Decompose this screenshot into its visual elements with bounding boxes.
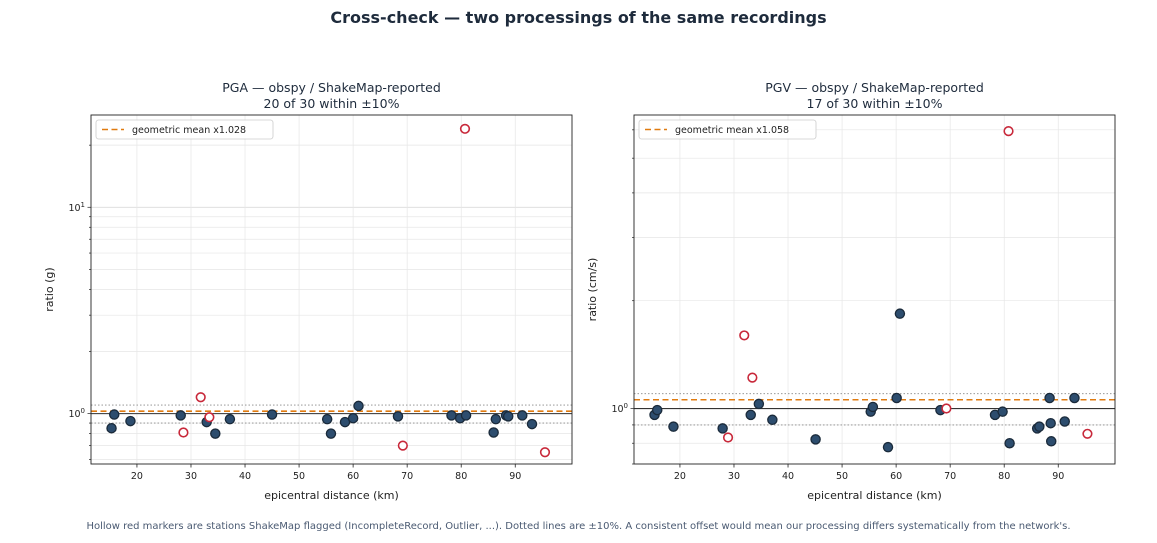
pga-y-axis-label: ratio (g) [43,267,56,311]
pgv-x-tick-label: 50 [836,471,848,482]
pga-data-point [266,409,278,420]
pga-flagged-point [178,427,189,438]
pga-data-point [526,418,538,430]
pga-flagged-point [204,412,215,423]
figure-title: Cross-check — two processings of the sam… [330,8,827,27]
pga-data-point [392,411,404,422]
pgv-x-tick-label: 20 [674,471,686,482]
pga-x-tick-label: 70 [401,471,413,482]
pgv-flagged-point [722,432,734,443]
pgv-data-point [1059,416,1070,427]
pgv-legend-label: geometric mean x1.058 [675,125,789,136]
pga-data-point [517,410,528,421]
pga-data-point [325,428,337,439]
pga-x-tick-label: 20 [131,471,143,482]
pgv-data-point [753,398,765,410]
pgv-flagged-point [941,403,952,414]
pga-plot: 20 30 40 50 60 70 80 90 100 101 epicentral distanc… [43,114,573,502]
pgv-y-tick-label: 100 [611,402,628,415]
pga-points [106,123,551,458]
pga-data-point [460,410,472,421]
pga-subtitle: 20 of 30 within ±10% [263,96,400,111]
pga-flagged-point [459,123,471,134]
pgv-plot: 20 30 40 50 60 70 80 90 100 epicentral distance (… [586,114,1116,502]
pgv-x-tick-label: 60 [890,471,902,482]
pga-data-point [224,413,236,425]
pga-grid [91,115,572,464]
pga-x-tick-label: 30 [185,471,197,482]
pga-flagged-point [195,392,206,403]
pgv-data-point [882,441,894,453]
pgv-axes-frame [633,114,1116,465]
pga-flagged-point [539,447,551,458]
pga-x-tick-label: 90 [509,471,521,482]
pga-data-point [175,410,186,421]
pga-data-point [490,413,502,425]
pgv-data-point [1044,392,1055,404]
pgv-title: PGV — obspy / ShakeMap-reported [765,80,984,95]
pgv-data-point [1069,392,1080,404]
pga-data-point [347,412,359,424]
pgv-data-point [1045,436,1057,447]
pga-x-tick-label: 40 [239,471,251,482]
pgv-data-point [867,401,879,413]
pgv-points [649,126,1093,453]
pgv-legend-box [638,119,817,140]
pgv-legend: geometric mean x1.058 [638,119,817,140]
pga-x-tick-label: 60 [347,471,359,482]
pgv-x-tick-label: 90 [1052,471,1064,482]
pgv-y-axis-label: ratio (cm/s) [586,258,599,322]
pga-legend-box [95,119,274,140]
pgv-data-point [767,414,778,426]
pgv-flagged-point [739,330,750,341]
pgv-data-point [651,404,663,416]
pga-x-axis-label: epicentral distance (km) [264,489,399,502]
pgv-data-point [1034,421,1045,432]
pgv-subtitle: 17 of 30 within ±10% [806,96,943,111]
pga-legend-label: geometric mean x1.028 [132,125,246,136]
pgv-data-point [1045,417,1056,429]
pga-flagged-point [397,440,408,451]
pga-x-tick-label: 50 [293,471,305,482]
pga-data-point [488,427,499,438]
pgv-data-point [717,423,728,434]
pga-x-tick-label: 80 [455,471,467,482]
pga-legend: geometric mean x1.028 [95,119,274,140]
figure-caption: Hollow red markers are stations ShakeMap… [86,521,1071,532]
pga-panel-title: PGA — obspy / ShakeMap-reported 20 of 30… [91,80,572,112]
pgv-data-point [810,434,821,445]
pgv-x-tick-label: 70 [944,471,956,482]
pgv-panel-title: PGV — obspy / ShakeMap-reported 17 of 30… [634,80,1115,112]
pga-title: PGA — obspy / ShakeMap-reported [222,80,441,95]
pga-data-point [125,415,136,427]
pgv-data-point [997,406,1008,417]
pgv-data-point [891,392,902,404]
pgv-x-tick-label: 30 [728,471,740,482]
pgv-flagged-point [1082,428,1093,439]
pgv-flagged-point [747,372,758,383]
pga-data-point [502,411,514,422]
pga-data-point [210,428,221,439]
pgv-x-axis-label: epicentral distance (km) [807,489,942,502]
pgv-data-point [745,409,756,421]
pgv-x-tick-label: 80 [998,471,1010,482]
pga-y-tick-label: 100 [68,407,85,420]
pga-y-tick-label: 101 [68,201,85,214]
pgv-data-point [894,308,906,319]
pgv-x-tick-label: 40 [782,471,794,482]
pga-data-point [446,410,457,421]
pgv-flagged-point [1003,126,1014,137]
pgv-data-point [668,421,679,432]
pga-data-point [321,413,333,425]
pga-data-point [108,409,120,420]
pga-data-point [353,400,364,412]
pga-data-point [106,422,117,434]
pgv-data-point [1004,437,1015,449]
